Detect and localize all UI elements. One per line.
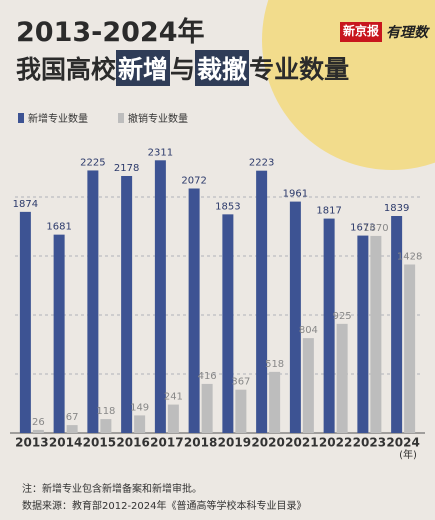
title: 2013-2024年 [16, 17, 205, 48]
bar [289, 201, 301, 433]
x-tick-label: 2021 [285, 436, 318, 450]
x-tick-label: 2014 [49, 436, 82, 450]
value-label: 2072 [181, 176, 206, 187]
title-highlight: 裁撤 [195, 50, 250, 86]
bar [404, 264, 416, 433]
bar [53, 234, 65, 433]
bar [370, 235, 382, 433]
bar [302, 338, 314, 433]
bar [235, 389, 247, 433]
logo-text: 新京报 [340, 22, 383, 42]
x-tick-label: 2018 [184, 436, 217, 450]
bar [19, 211, 31, 433]
title-highlight: 新增 [116, 50, 171, 86]
value-label: 1961 [283, 189, 308, 200]
bar [134, 415, 146, 433]
x-tick-label: 2023 [353, 436, 386, 450]
value-label: 1670 [363, 223, 388, 234]
x-unit: (年) [399, 448, 417, 461]
value-label: 1428 [397, 251, 422, 262]
bar [121, 175, 133, 433]
value-label: 2225 [80, 157, 105, 168]
bar [357, 235, 369, 433]
x-tick-label: 2024 [386, 436, 419, 450]
legend-label: 新增专业数量 [28, 112, 88, 125]
legend-swatch [118, 113, 124, 123]
bar [222, 214, 234, 433]
value-label: 241 [164, 392, 183, 403]
legend-swatch [18, 113, 24, 123]
value-label: 149 [130, 402, 149, 413]
value-label: 2223 [249, 158, 274, 169]
x-tick-label: 2013 [15, 436, 48, 450]
value-label: 2311 [148, 147, 173, 158]
logo-sub: 有理数 [386, 25, 429, 41]
value-label: 367 [231, 377, 250, 388]
bar [256, 170, 268, 433]
note: 注：新增专业包含新增备案和新增审批。 [22, 484, 202, 495]
bar [167, 404, 179, 433]
legend-label: 撤销专业数量 [128, 112, 188, 125]
x-tick-label: 2019 [218, 436, 251, 450]
bar [66, 425, 78, 433]
x-tick-label: 2022 [319, 436, 352, 450]
bar [201, 383, 213, 433]
value-label: 1853 [215, 201, 240, 212]
value-label: 1673 [350, 223, 375, 234]
subtitle: 我国高校 新增 与 裁撤 专业数量 [16, 50, 349, 86]
value-label: 1681 [46, 222, 71, 233]
bar [100, 419, 112, 433]
value-label: 67 [66, 412, 79, 423]
bar [269, 371, 281, 433]
value-label: 1839 [384, 203, 409, 214]
value-label: 925 [333, 311, 352, 322]
bar [154, 160, 166, 433]
value-label: 518 [265, 359, 284, 370]
title-part: 我国高校 [16, 55, 117, 84]
value-label: 416 [198, 371, 217, 382]
bar [32, 429, 44, 433]
bar [87, 170, 99, 433]
value-label: 2178 [114, 163, 139, 174]
value-label: 1874 [13, 199, 38, 210]
logo: 新京报 有理数 [340, 22, 428, 42]
bar [188, 188, 200, 433]
source: 数据来源：教育部2012-2024年《普通高等学校本科专业目录》 [22, 501, 307, 512]
title-part: 与 [170, 55, 196, 84]
value-label: 1817 [316, 206, 341, 217]
x-tick-label: 2016 [116, 436, 149, 450]
bar [336, 323, 348, 433]
value-label: 26 [32, 417, 45, 428]
x-tick-label: 2015 [83, 436, 116, 450]
value-label: 118 [96, 406, 115, 417]
x-tick-label: 2017 [150, 436, 183, 450]
title-part: 专业数量 [249, 55, 350, 84]
value-label: 804 [299, 325, 318, 336]
bar [391, 215, 403, 433]
x-tick-label: 2020 [251, 436, 284, 450]
bar [323, 218, 335, 433]
